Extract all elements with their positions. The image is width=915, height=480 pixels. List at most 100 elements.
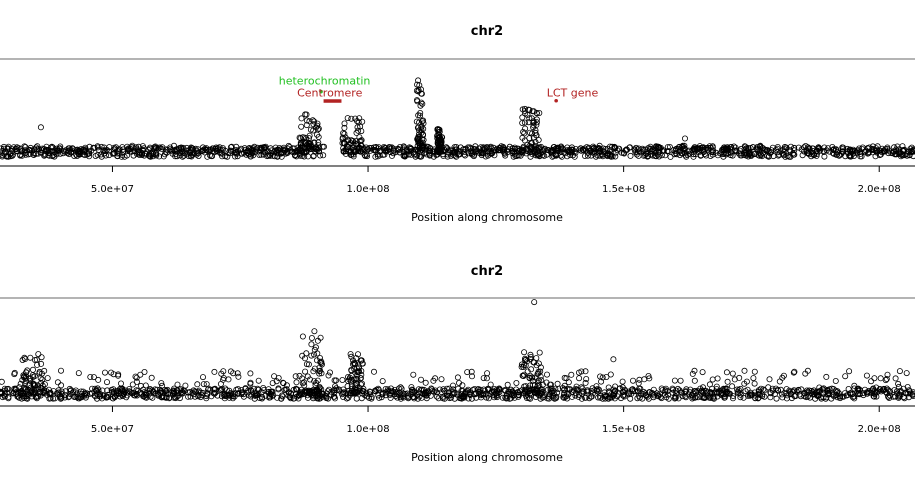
data-point-312 bbox=[699, 369, 706, 376]
data-point-973 bbox=[631, 146, 638, 153]
data-point-1162 bbox=[635, 152, 642, 159]
data-point-354 bbox=[87, 373, 94, 380]
data-point-1125 bbox=[82, 146, 89, 153]
data-point-945 bbox=[656, 145, 663, 152]
data-point-738 bbox=[729, 383, 736, 390]
data-point-1188 bbox=[203, 381, 210, 388]
data-point-1168 bbox=[454, 374, 461, 381]
data-point-1351 bbox=[393, 391, 400, 398]
data-point-757 bbox=[662, 385, 669, 392]
data-point-1334 bbox=[596, 148, 603, 155]
data-point-1478 bbox=[357, 137, 364, 144]
data-point-1335 bbox=[816, 384, 823, 391]
panel-2: chr2 5.0e+07 1.0e+08 1.5e+08 2.0e+08 Positi… bbox=[0, 264, 915, 464]
data-point-1109 bbox=[92, 393, 99, 400]
data-point-1646 bbox=[519, 106, 526, 113]
data-point-1361 bbox=[461, 151, 468, 158]
data-point-1290 bbox=[783, 386, 790, 393]
data-point-444 bbox=[54, 379, 61, 386]
data-point-870 bbox=[678, 389, 685, 396]
data-point-1531 bbox=[419, 100, 426, 107]
data-point-913 bbox=[751, 368, 758, 375]
data-point-1287 bbox=[283, 148, 290, 155]
data-point-686 bbox=[71, 152, 78, 159]
data-point-1301 bbox=[568, 149, 575, 156]
data-point-767 bbox=[169, 147, 176, 154]
data-point-995 bbox=[704, 389, 711, 396]
data-point-1257 bbox=[772, 390, 779, 397]
data-point-1245 bbox=[743, 145, 750, 152]
data-point-663 bbox=[550, 394, 557, 401]
data-point-1164 bbox=[150, 150, 157, 157]
data-point-1120 bbox=[441, 395, 448, 402]
data-point-1348 bbox=[734, 388, 741, 395]
data-point-1416 bbox=[311, 139, 318, 146]
data-point-1075 bbox=[684, 151, 691, 158]
data-point-1300 bbox=[886, 387, 893, 394]
data-point-1228 bbox=[67, 390, 74, 397]
data-point-1282 bbox=[714, 389, 721, 396]
data-point-1572 bbox=[521, 390, 528, 397]
data-point-1353 bbox=[405, 394, 412, 401]
data-point-1108 bbox=[35, 146, 42, 153]
panel-2-x-label: Position along chromosome bbox=[411, 451, 563, 464]
data-point-1000 bbox=[394, 394, 401, 401]
data-point-1109 bbox=[720, 153, 727, 160]
data-point-1278 bbox=[854, 147, 861, 154]
data-point-1241 bbox=[663, 394, 670, 401]
data-point-1370 bbox=[179, 390, 186, 397]
data-point-1159 bbox=[578, 147, 585, 154]
data-point-1349 bbox=[219, 385, 226, 392]
data-point-593 bbox=[58, 390, 65, 397]
data-point-1280 bbox=[737, 150, 744, 157]
data-point-1121 bbox=[760, 386, 767, 393]
data-point-1653 bbox=[521, 105, 528, 112]
data-point-1354 bbox=[549, 147, 556, 154]
data-point-1266 bbox=[756, 387, 763, 394]
data-point-1011 bbox=[820, 147, 827, 154]
data-point-1355 bbox=[885, 150, 892, 157]
data-point-627 bbox=[833, 146, 840, 153]
data-point-676 bbox=[430, 388, 437, 395]
data-point-1074 bbox=[697, 152, 704, 159]
data-point-780 bbox=[268, 147, 275, 154]
data-point-1345 bbox=[582, 394, 589, 401]
data-point-876 bbox=[92, 385, 99, 392]
data-point-1006 bbox=[493, 392, 500, 399]
data-point-1570 bbox=[535, 377, 542, 384]
x-tick-label-0: 5.0e+07 bbox=[91, 184, 134, 195]
data-point-1495 bbox=[417, 102, 424, 109]
data-point-1514 bbox=[358, 357, 365, 364]
data-point-1146 bbox=[78, 390, 85, 397]
data-point-1199 bbox=[211, 386, 218, 393]
data-point-1142 bbox=[260, 148, 267, 155]
data-point-1102 bbox=[608, 152, 615, 159]
data-point-670 bbox=[705, 144, 712, 151]
annotation-marker-2 bbox=[554, 98, 558, 103]
data-point-993 bbox=[849, 394, 856, 401]
data-point-782 bbox=[496, 385, 503, 392]
data-point-1357 bbox=[35, 150, 42, 157]
data-point-1076 bbox=[455, 379, 462, 386]
data-point-675 bbox=[582, 152, 589, 159]
data-point-1320 bbox=[178, 144, 185, 151]
data-point-1048 bbox=[612, 144, 619, 151]
data-point-935 bbox=[599, 374, 606, 381]
data-point-1013 bbox=[327, 391, 334, 398]
data-point-1422 bbox=[298, 147, 305, 154]
data-point-575 bbox=[865, 387, 872, 394]
data-point-1547 bbox=[414, 136, 421, 143]
data-point-1171 bbox=[290, 386, 297, 393]
data-point-1575 bbox=[530, 359, 537, 366]
data-point-1199 bbox=[756, 152, 763, 159]
data-point-1448 bbox=[316, 383, 323, 390]
data-point-1217 bbox=[280, 380, 287, 387]
data-point-1399 bbox=[904, 390, 911, 397]
data-point-1165 bbox=[678, 150, 685, 157]
data-point-1063 bbox=[509, 388, 516, 395]
data-point-452 bbox=[238, 389, 245, 396]
data-point-809 bbox=[828, 395, 835, 402]
data-point-867 bbox=[632, 149, 639, 156]
data-point-1515 bbox=[418, 99, 425, 106]
